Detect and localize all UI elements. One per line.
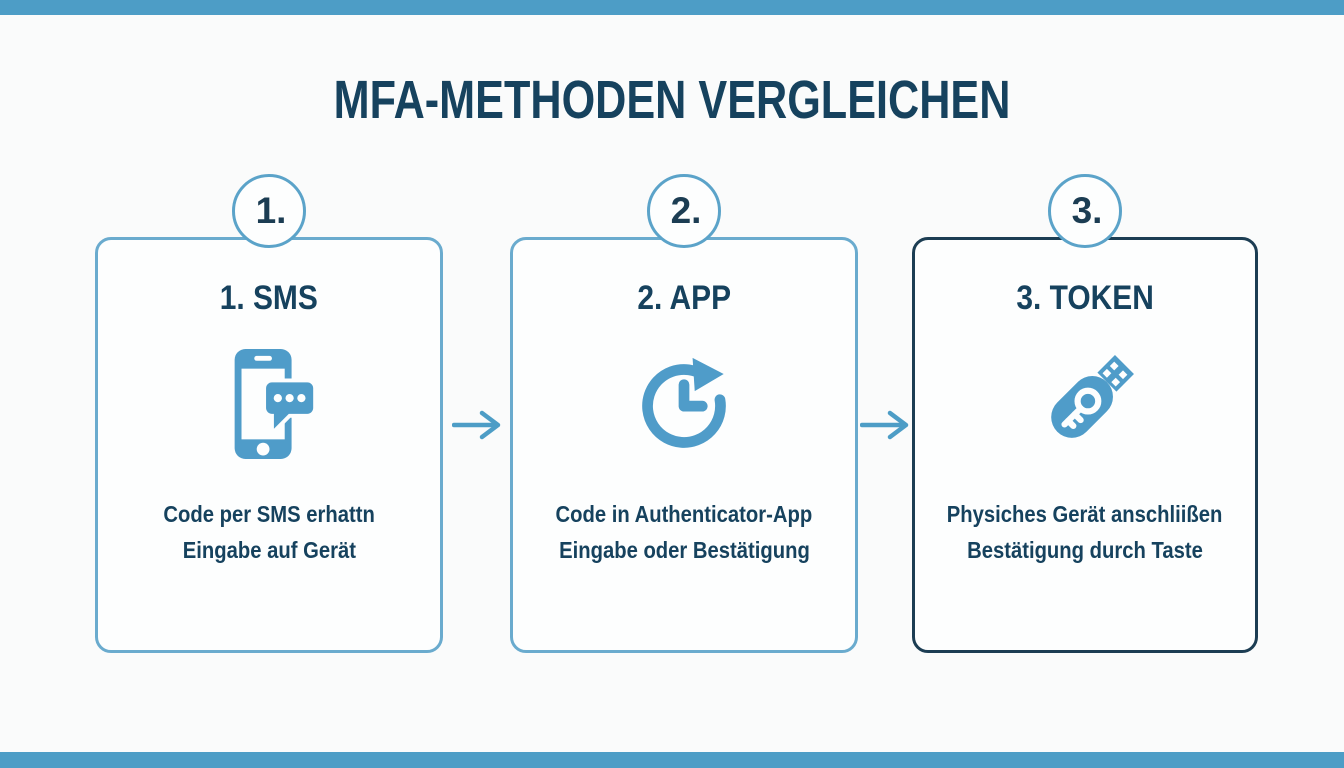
- usb-token-icon: [915, 340, 1255, 468]
- right-arrow-icon: [451, 407, 502, 443]
- top-border-bar: [0, 0, 1344, 15]
- step-badge-1-number: 1.: [255, 190, 287, 231]
- card-title-app: 2. APP: [637, 279, 731, 317]
- step-badge-1: 1.: [232, 174, 306, 248]
- smartphone-sms-icon: [98, 340, 440, 468]
- right-arrow-icon: [859, 407, 910, 443]
- authenticator-clock-icon: [513, 340, 855, 468]
- page-title-text: MFA-METHODEN VERGLEICHEN: [333, 70, 1011, 130]
- mfa-card-sms: 1. 1. SMS Code per SMS erhattn Eingabe a…: [95, 174, 443, 653]
- step-badge-2: 2.: [647, 174, 721, 248]
- card-description-token: Physiches Gerät anschliißen Bestätigung …: [947, 501, 1223, 563]
- step-badge-3: 3.: [1048, 174, 1122, 248]
- card-description-app: Code in Authenticator-App Eingabe oder B…: [555, 501, 813, 563]
- step-badge-3-number: 3.: [1071, 190, 1103, 231]
- bottom-border-bar: [0, 752, 1344, 768]
- step-badge-2-number: 2.: [670, 190, 702, 231]
- mfa-card-app: 2. 2. APP Code in Authenticator-App Eing…: [510, 174, 858, 653]
- card-title-token: 3. TOKEN: [1016, 279, 1154, 317]
- page-title: MFA-METHODEN VERGLEICHEN: [0, 72, 1344, 128]
- mfa-card-token: 3. 3. TOKEN Phys: [912, 174, 1258, 653]
- card-description-sms: Code per SMS erhattn Eingabe auf Gerät: [163, 501, 375, 563]
- card-title-sms: 1. SMS: [219, 279, 319, 317]
